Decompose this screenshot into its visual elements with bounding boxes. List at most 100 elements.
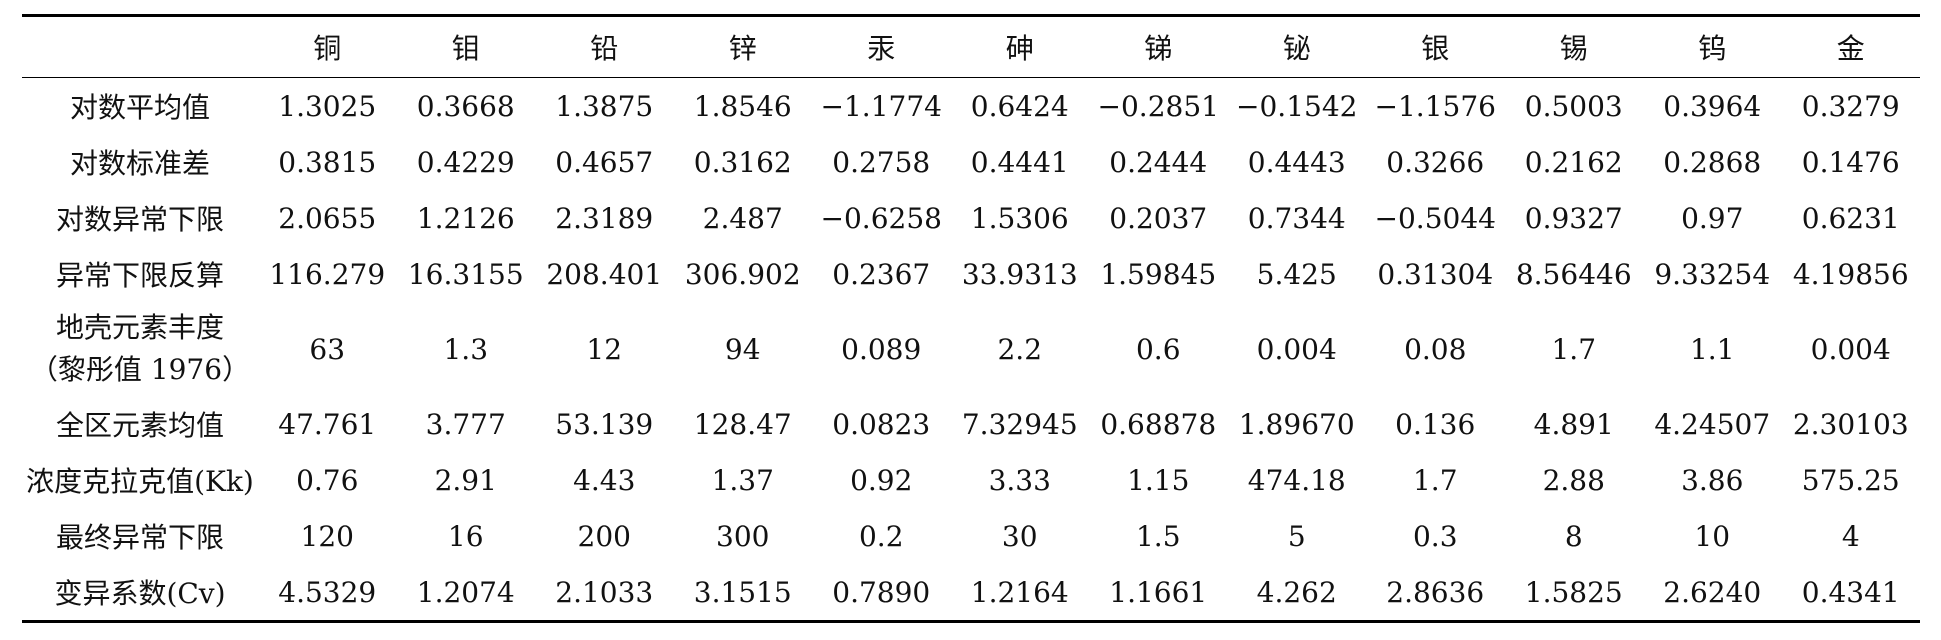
table-cell: 1.5 xyxy=(1135,519,1181,553)
table-cell: 3.1515 xyxy=(693,575,792,609)
table-cell: 200 xyxy=(577,519,631,553)
table-cell: 0.2444 xyxy=(1109,145,1208,179)
table-cell: 0.2162 xyxy=(1524,145,1623,179)
statistics-table-container: 铜 钼 铅 锌 汞 砷 锑 铋 银 锡 钨 金 对数平均值 1.3025 0.366… xyxy=(22,14,1920,623)
table-cell: 10 xyxy=(1694,519,1731,553)
table-cell: 94 xyxy=(724,332,761,366)
element-statistics-table: 铜 钼 铅 锌 汞 砷 锑 铋 银 锡 钨 金 对数平均值 1.3025 0.366… xyxy=(22,14,1920,623)
column-header-sb: 锑 xyxy=(1144,32,1173,65)
table-cell: 1.2164 xyxy=(970,575,1069,609)
table-cell: 1.1 xyxy=(1689,332,1735,366)
table-cell: 1.59845 xyxy=(1100,257,1217,291)
table-cell: 120 xyxy=(300,519,354,553)
table-cell: 474.18 xyxy=(1247,463,1346,497)
table-cell: 0.6 xyxy=(1135,332,1181,366)
table-cell: 0.4443 xyxy=(1247,145,1346,179)
row-label: 地壳元素丰度 （黎彤值 1976） xyxy=(22,302,258,396)
table-cell: 4.262 xyxy=(1256,575,1337,609)
table-cell: 0.7344 xyxy=(1247,201,1346,235)
column-header-w: 钨 xyxy=(1698,32,1727,65)
table-cell: 2.2 xyxy=(997,332,1043,366)
header-corner xyxy=(22,16,258,78)
table-row-log-std: 对数标准差 0.3815 0.4229 0.4657 0.3162 0.2758 0.444… xyxy=(22,134,1920,190)
table-cell: 30 xyxy=(1001,519,1038,553)
table-cell: 2.91 xyxy=(434,463,497,497)
table-cell: 1.5306 xyxy=(970,201,1069,235)
table-cell: 0.4441 xyxy=(970,145,1069,179)
column-header-bi: 铋 xyxy=(1282,32,1311,65)
table-cell: 8 xyxy=(1564,519,1583,553)
table-cell: 2.88 xyxy=(1542,463,1605,497)
table-cell: 0.3815 xyxy=(278,145,377,179)
table-cell: 4.891 xyxy=(1533,407,1614,441)
table-cell: 0.9327 xyxy=(1524,201,1623,235)
table-cell: 0.3266 xyxy=(1386,145,1485,179)
table-cell: 8.56446 xyxy=(1515,257,1632,291)
table-cell: 4 xyxy=(1841,519,1860,553)
table-cell: 1.1661 xyxy=(1109,575,1208,609)
table-cell: 0.3668 xyxy=(416,89,515,123)
table-cell: −0.2851 xyxy=(1097,89,1219,123)
table-body: 对数平均值 1.3025 0.3668 1.3875 1.8546 −1.1774 0.64… xyxy=(22,78,1920,622)
table-cell: 53.139 xyxy=(555,407,654,441)
table-cell: 1.2074 xyxy=(416,575,515,609)
table-cell: 0.2 xyxy=(858,519,904,553)
table-cell: 2.1033 xyxy=(555,575,654,609)
table-cell: 0.1476 xyxy=(1801,145,1900,179)
table-cell: 1.5825 xyxy=(1524,575,1623,609)
row-label: 对数标准差 xyxy=(69,147,210,180)
table-cell: 12 xyxy=(586,332,623,366)
table-cell: 0.004 xyxy=(1256,332,1337,366)
table-cell: 0.2758 xyxy=(832,145,931,179)
table-cell: 0.3279 xyxy=(1801,89,1900,123)
table-row-threshold-back-calc: 异常下限反算 116.279 16.3155 208.401 306.902 0.2367… xyxy=(22,246,1920,302)
table-cell: 0.4657 xyxy=(555,145,654,179)
table-cell: 3.33 xyxy=(988,463,1051,497)
row-label: 对数平均值 xyxy=(69,91,210,124)
table-cell: −0.5044 xyxy=(1374,201,1496,235)
table-cell: 3.86 xyxy=(1681,463,1744,497)
row-label-line-1: 地壳元素丰度 xyxy=(55,311,224,344)
table-cell: 0.2367 xyxy=(832,257,931,291)
table-cell: 0.68878 xyxy=(1100,407,1217,441)
table-cell: 0.2037 xyxy=(1109,201,1208,235)
table-cell: 0.2868 xyxy=(1663,145,1762,179)
row-label: 最终异常下限 xyxy=(55,521,224,554)
table-cell: 0.3162 xyxy=(693,145,792,179)
table-cell: 0.004 xyxy=(1810,332,1891,366)
table-cell: 0.6231 xyxy=(1801,201,1900,235)
table-cell: 0.6424 xyxy=(970,89,1069,123)
column-header-ag: 银 xyxy=(1421,32,1450,65)
table-row-log-mean: 对数平均值 1.3025 0.3668 1.3875 1.8546 −1.1774 0.64… xyxy=(22,78,1920,135)
row-label-line-2: （黎彤值 1976） xyxy=(29,353,251,386)
table-cell: 0.3 xyxy=(1412,519,1458,553)
table-cell: 4.43 xyxy=(573,463,636,497)
column-header-pb: 铅 xyxy=(590,32,619,65)
table-cell: 3.777 xyxy=(425,407,506,441)
table-cell: 300 xyxy=(716,519,770,553)
table-cell: 16.3155 xyxy=(407,257,524,291)
table-cell: 4.19856 xyxy=(1792,257,1909,291)
column-header-cu: 铜 xyxy=(313,32,342,65)
table-cell: 0.136 xyxy=(1395,407,1476,441)
table-cell: 63 xyxy=(309,332,346,366)
column-header-au: 金 xyxy=(1836,32,1865,65)
table-row-log-anomaly-threshold: 对数异常下限 2.0655 1.2126 2.3189 2.487 −0.6258 1.53… xyxy=(22,190,1920,246)
column-header-as: 砷 xyxy=(1005,32,1034,65)
table-cell: 208.401 xyxy=(546,257,663,291)
row-label: 对数异常下限 xyxy=(55,203,224,236)
table-cell: 0.08 xyxy=(1404,332,1467,366)
table-cell: 47.761 xyxy=(278,407,377,441)
table-cell: 0.3964 xyxy=(1663,89,1762,123)
table-cell: 1.3875 xyxy=(555,89,654,123)
table-cell: 5.425 xyxy=(1256,257,1337,291)
table-cell: 1.7 xyxy=(1551,332,1597,366)
column-header-sn: 锡 xyxy=(1559,32,1588,65)
table-cell: −0.1542 xyxy=(1236,89,1358,123)
table-row-final-anomaly-threshold: 最终异常下限 120 16 200 300 0.2 30 1.5 5 0.3 8 10 4 xyxy=(22,508,1920,564)
table-cell: 0.76 xyxy=(296,463,359,497)
table-cell: 1.3 xyxy=(443,332,489,366)
header-row: 铜 钼 铅 锌 汞 砷 锑 铋 银 锡 钨 金 xyxy=(22,15,1920,78)
table-cell: 0.7890 xyxy=(832,575,931,609)
table-cell: 2.6240 xyxy=(1663,575,1762,609)
